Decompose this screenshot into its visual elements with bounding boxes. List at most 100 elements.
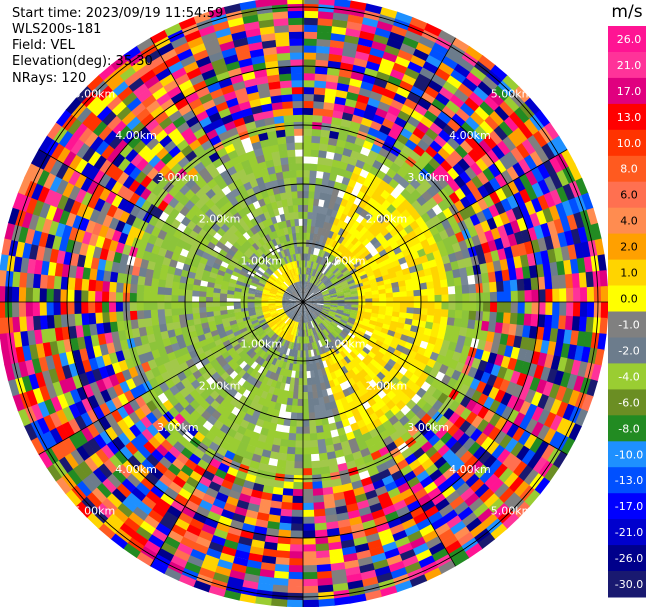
range-gate-479 <box>438 61 456 76</box>
range-gate-1263 <box>516 278 525 292</box>
range-gate-149 <box>321 178 330 187</box>
range-gate-19 <box>303 163 311 171</box>
range-gate-202 <box>340 118 353 129</box>
range-gate-1979 <box>512 501 530 519</box>
range-gate-1755 <box>536 424 551 442</box>
range-gate-355 <box>311 276 316 284</box>
range-gate-912 <box>495 187 508 203</box>
range-gate-1989 <box>344 346 353 354</box>
range-gate-1874 <box>442 407 455 421</box>
range-gate-1182 <box>560 245 571 262</box>
range-gate-380 <box>381 118 396 130</box>
range-gate-1317 <box>586 286 595 304</box>
range-gate-1111 <box>376 280 385 287</box>
range-gate-97 <box>309 232 315 241</box>
range-gate-1517 <box>443 332 453 343</box>
range-gate-1468 <box>411 319 420 327</box>
range-gate-978 <box>366 270 375 278</box>
range-gate-2668 <box>291 495 303 504</box>
range-gate-963 <box>543 176 557 193</box>
range-gate-1708 <box>524 403 538 420</box>
range-gate-840 <box>326 283 334 289</box>
range-gate-2439 <box>329 429 339 438</box>
range-gate-311 <box>310 275 315 283</box>
range-gate-13 <box>303 204 309 212</box>
range-gate-1095 <box>560 216 572 234</box>
range-gate-1941 <box>327 325 335 332</box>
range-gate-1437 <box>501 323 511 336</box>
range-gate-1576 <box>540 366 551 383</box>
range-gate-1303 <box>489 291 498 303</box>
range-gate-27 <box>303 107 314 116</box>
range-gate-190 <box>323 200 331 209</box>
range-gate-349 <box>404 29 423 43</box>
range-gate-1120 <box>436 264 446 274</box>
range-gate-1427 <box>433 315 442 325</box>
range-gate-172 <box>346 21 364 31</box>
range-gate-1332 <box>386 302 394 308</box>
range-gate-313 <box>315 262 321 271</box>
range-gate-1073 <box>415 263 424 272</box>
range-gate-334 <box>367 127 380 138</box>
range-gate-950 <box>463 216 475 230</box>
range-gate-354 <box>308 282 313 290</box>
range-gate-1132 <box>517 242 528 257</box>
range-gate-754 <box>335 271 343 278</box>
range-gate-1726 <box>362 333 372 341</box>
range-gate-1455 <box>323 305 331 308</box>
range-gate-873 <box>518 158 532 175</box>
range-gate-2241 <box>431 548 449 563</box>
range-gate-343 <box>389 68 406 81</box>
range-gate-887 <box>345 274 353 281</box>
range-gate-2096 <box>416 452 430 466</box>
range-gate-2193 <box>430 517 447 531</box>
range-gate-2223 <box>374 440 387 451</box>
range-gate-1113 <box>390 276 399 284</box>
range-gate-1381 <box>420 308 428 316</box>
range-gate-2417 <box>375 572 394 584</box>
range-gate-2672 <box>290 523 303 531</box>
range-gate-483 <box>452 37 471 53</box>
range-gate-2170 <box>351 383 360 393</box>
range-gate-1840 <box>504 437 519 454</box>
range-gate-1606 <box>445 349 455 360</box>
range-gate-694 <box>469 130 485 145</box>
range-gate-758 <box>356 253 366 262</box>
range-gate-801 <box>353 261 362 269</box>
range-gate-1987 <box>335 336 343 344</box>
range-gate-1933 <box>513 480 530 498</box>
range-gate-573 <box>307 291 313 297</box>
range-gate-408 <box>340 221 349 231</box>
range-gate-1382 <box>427 308 435 317</box>
range-gate-2272 <box>381 474 395 487</box>
range-gate-282 <box>341 176 351 186</box>
range-gate-1224 <box>549 261 559 277</box>
range-gate-2517 <box>309 363 314 372</box>
range-gate-4027 <box>136 283 145 294</box>
range-gate-200 <box>337 132 349 142</box>
range-gate-1285 <box>365 298 373 303</box>
range-gate-338 <box>377 101 392 113</box>
range-gate-154 <box>326 144 337 153</box>
range-gate-1116 <box>410 271 419 280</box>
range-gate-193 <box>327 179 336 189</box>
range-gate-1577 <box>546 368 558 385</box>
range-gate-2727 <box>269 598 288 607</box>
range-gate-7 <box>303 246 307 254</box>
range-gate-2615 <box>302 433 311 441</box>
range-gate-1155 <box>377 284 386 291</box>
range-gate-74 <box>313 87 327 96</box>
range-gate-1550 <box>368 319 377 326</box>
range-gate-1043 <box>503 222 515 237</box>
range-gate-1195 <box>350 293 359 298</box>
range-gate-3989 <box>94 290 103 302</box>
range-gate-2452 <box>348 516 363 527</box>
range-gate-1682 <box>364 330 373 337</box>
range-gate-389 <box>407 61 424 74</box>
range-gate-1311 <box>545 288 553 303</box>
range-gate-2522 <box>312 397 320 406</box>
range-gate-1537 <box>577 361 589 379</box>
range-gate-48 <box>304 267 307 275</box>
range-gate-3992 <box>73 289 82 302</box>
range-gate-4025 <box>150 285 159 295</box>
